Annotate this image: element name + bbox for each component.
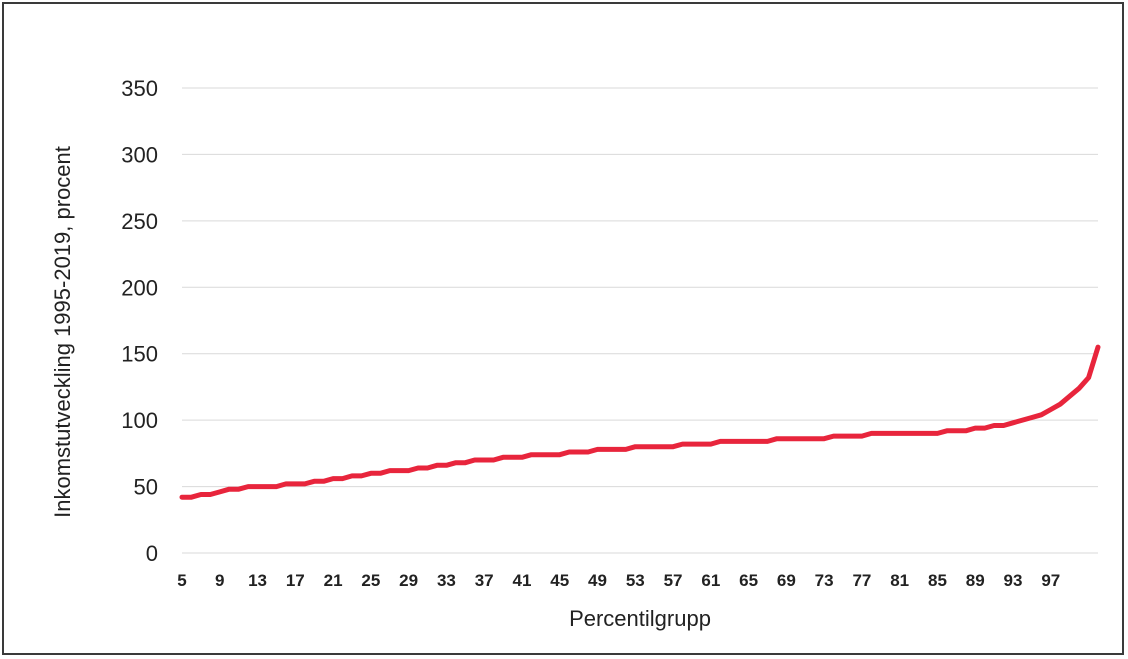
y-tick-label: 300 xyxy=(121,142,158,167)
x-tick-label: 77 xyxy=(852,571,871,590)
x-tick-label: 97 xyxy=(1041,571,1060,590)
x-tick-label: 69 xyxy=(777,571,796,590)
x-tick-label: 29 xyxy=(399,571,418,590)
y-axis-ticks: 0 50 100 150 200 250 300 350 xyxy=(121,76,158,566)
y-tick-label: 0 xyxy=(146,541,158,566)
y-axis-title: Inkomstutveckling 1995-2019, procent xyxy=(50,146,75,518)
y-tick-label: 150 xyxy=(121,342,158,367)
x-tick-label: 73 xyxy=(815,571,834,590)
gridlines xyxy=(182,87,1098,554)
x-tick-label: 61 xyxy=(701,571,720,590)
x-tick-label: 37 xyxy=(475,571,494,590)
x-tick-label: 21 xyxy=(324,571,343,590)
x-tick-label: 81 xyxy=(890,571,909,590)
x-tick-label: 45 xyxy=(550,571,569,590)
x-tick-label: 9 xyxy=(215,571,224,590)
x-tick-label: 17 xyxy=(286,571,305,590)
x-tick-label: 33 xyxy=(437,571,456,590)
x-tick-label: 49 xyxy=(588,571,607,590)
x-tick-label: 93 xyxy=(1004,571,1023,590)
series-line xyxy=(179,344,1101,500)
y-tick-label: 50 xyxy=(134,475,158,500)
x-tick-label: 13 xyxy=(248,571,267,590)
x-axis-title: Percentilgrupp xyxy=(569,606,711,631)
y-tick-label: 250 xyxy=(121,209,158,234)
x-tick-label: 53 xyxy=(626,571,645,590)
y-tick-label: 350 xyxy=(121,76,158,101)
x-tick-label: 5 xyxy=(177,571,186,590)
x-tick-label: 89 xyxy=(966,571,985,590)
x-tick-label: 65 xyxy=(739,571,758,590)
x-tick-label: 41 xyxy=(512,571,531,590)
y-tick-label: 100 xyxy=(121,408,158,433)
x-tick-label: 85 xyxy=(928,571,947,590)
series-layer xyxy=(179,344,1101,500)
x-tick-label: 57 xyxy=(664,571,683,590)
x-axis-ticks: 5 9 13 17 21 25 29 33 37 41 45 49 53 57 61 65 69 73 77 81 85… xyxy=(177,571,1060,590)
y-tick-label: 200 xyxy=(121,275,158,300)
x-tick-label: 25 xyxy=(361,571,380,590)
